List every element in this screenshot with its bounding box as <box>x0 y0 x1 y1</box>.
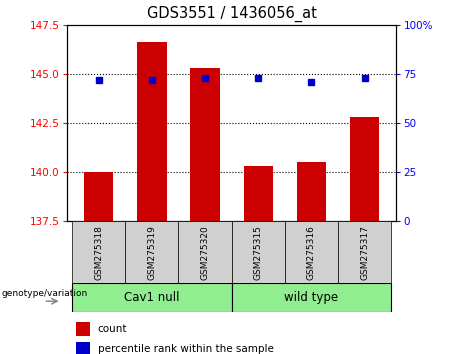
Text: GSM275318: GSM275318 <box>94 225 103 280</box>
Bar <box>76 322 90 336</box>
Title: GDS3551 / 1436056_at: GDS3551 / 1436056_at <box>147 6 317 22</box>
Bar <box>243 166 273 221</box>
Bar <box>285 221 338 283</box>
Bar <box>137 42 166 221</box>
Bar <box>72 283 231 312</box>
Text: count: count <box>98 324 127 334</box>
Text: genotype/variation: genotype/variation <box>1 289 88 298</box>
Bar <box>231 221 285 283</box>
Bar <box>84 172 113 221</box>
Bar <box>338 221 391 283</box>
Bar <box>72 221 125 283</box>
Text: Cav1 null: Cav1 null <box>124 291 180 304</box>
Text: percentile rank within the sample: percentile rank within the sample <box>98 344 274 354</box>
Bar <box>297 162 326 221</box>
Text: GSM275315: GSM275315 <box>254 225 263 280</box>
Text: GSM275317: GSM275317 <box>360 225 369 280</box>
Text: wild type: wild type <box>284 291 338 304</box>
Text: GSM275319: GSM275319 <box>148 225 156 280</box>
Bar <box>76 342 90 354</box>
Bar <box>178 221 231 283</box>
Bar <box>231 283 391 312</box>
Bar <box>350 117 379 221</box>
Bar <box>190 68 220 221</box>
Text: GSM275320: GSM275320 <box>201 225 210 280</box>
Text: GSM275316: GSM275316 <box>307 225 316 280</box>
Bar <box>125 221 178 283</box>
